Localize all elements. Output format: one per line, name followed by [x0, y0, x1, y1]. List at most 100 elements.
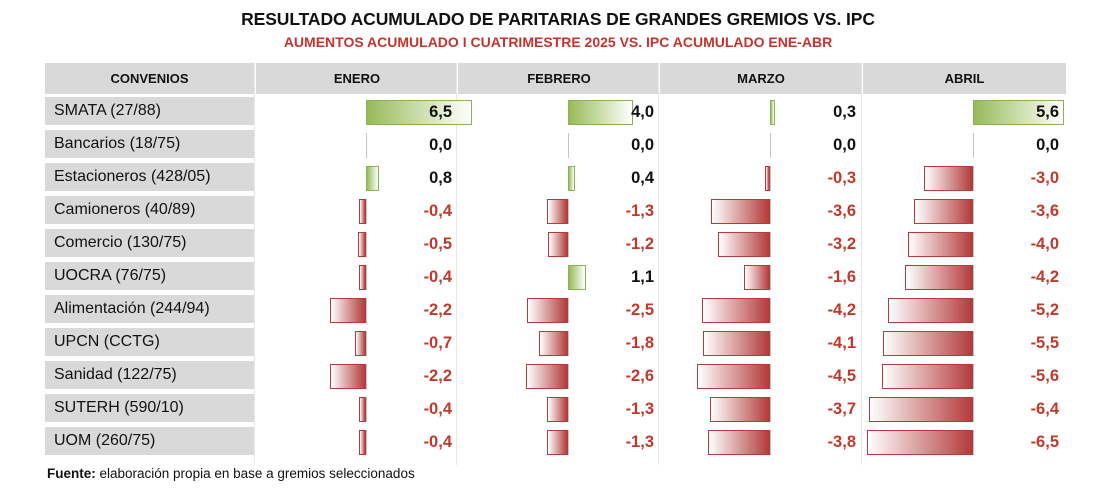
column-separator	[456, 63, 457, 465]
value-label: -1,6	[827, 268, 856, 286]
data-cell: -1,6	[658, 262, 860, 295]
value-label: 6,5	[429, 103, 452, 121]
zero-line	[366, 430, 367, 455]
value-label: -4,5	[827, 367, 856, 385]
data-cell: -3,6	[861, 196, 1063, 229]
negative-bar	[914, 199, 973, 224]
value-label: -3,2	[827, 235, 856, 253]
data-cell: -2,2	[254, 361, 456, 394]
table-row: Sanidad (122/75) -2,2 -2,6 -4,5 -5,6	[45, 361, 1064, 394]
data-cell: -1,2	[456, 229, 658, 262]
zero-line	[568, 199, 569, 224]
data-cell: -2,5	[456, 295, 658, 328]
value-label: -3,7	[827, 400, 856, 418]
value-label: -4,2	[827, 301, 856, 319]
value-label: 4,0	[631, 103, 654, 121]
zero-line	[770, 199, 771, 224]
negative-bar	[538, 331, 568, 356]
column-separator	[254, 63, 255, 465]
negative-bar	[546, 430, 568, 455]
value-label: -0,4	[423, 268, 452, 286]
negative-bar	[883, 331, 973, 356]
value-label: -1,3	[625, 400, 654, 418]
zero-line	[568, 397, 569, 422]
zero-line	[366, 364, 367, 389]
data-cell: -2,2	[254, 295, 456, 328]
zero-line	[973, 133, 974, 158]
data-cell: -3,6	[658, 196, 860, 229]
table-row: UOM (260/75) -0,4 -1,3 -3,8 -6,5	[45, 427, 1064, 460]
row-label: Bancarios (18/75)	[45, 130, 254, 160]
chart-subtitle: AUMENTOS ACUMULADO I CUATRIMESTRE 2025 V…	[283, 34, 833, 50]
value-label: -6,5	[1030, 433, 1059, 451]
negative-bar	[924, 166, 973, 191]
negative-bar	[359, 265, 366, 290]
row-label: Camioneros (40/89)	[45, 196, 254, 226]
zero-line	[770, 430, 771, 455]
header-month-febrero: FEBRERO	[456, 63, 660, 94]
zero-line	[366, 298, 367, 323]
value-label: 0,3	[833, 103, 856, 121]
negative-bar	[546, 199, 568, 224]
value-label: -2,2	[423, 367, 452, 385]
positive-bar	[973, 100, 1065, 125]
negative-bar	[743, 265, 770, 290]
value-label: -1,2	[625, 235, 654, 253]
source-text: elaboración propia en base a gremios sel…	[95, 466, 415, 481]
value-label: 1,1	[631, 268, 654, 286]
data-cell: -4,5	[658, 361, 860, 394]
value-label: -6,4	[1030, 400, 1059, 418]
data-cell: 0,8	[254, 163, 456, 196]
negative-bar	[359, 430, 366, 455]
row-label: Estacioneros (428/05)	[45, 163, 254, 193]
value-label: -3,0	[1030, 169, 1059, 187]
value-label: -5,6	[1030, 367, 1059, 385]
row-label: UOCRA (76/75)	[45, 262, 254, 292]
value-label: -1,3	[625, 202, 654, 220]
positive-bar	[366, 100, 472, 125]
table-row: Bancarios (18/75) 0,0 0,0 0,0 0,0	[45, 130, 1064, 163]
data-cell: -3,7	[658, 394, 860, 427]
header-month-enero: ENERO	[254, 63, 458, 94]
row-label: Alimentación (244/94)	[45, 295, 254, 325]
data-cell: -3,2	[658, 229, 860, 262]
zero-line	[770, 298, 771, 323]
value-label: -0,7	[423, 334, 452, 352]
row-label: Comercio (130/75)	[45, 229, 254, 259]
zero-line	[973, 397, 974, 422]
value-label: 5,6	[1036, 103, 1059, 121]
data-cell: 6,5	[254, 97, 472, 130]
table-row: UOCRA (76/75) -0,4 1,1 -1,6 -4,2	[45, 262, 1064, 295]
value-label: -3,6	[1030, 202, 1059, 220]
source-label: Fuente:	[47, 466, 96, 481]
data-cell: -2,6	[456, 361, 658, 394]
table-row: SMATA (27/88) 6,5 4,0 0,3 5,6	[45, 97, 1065, 130]
value-label: -0,4	[423, 433, 452, 451]
data-cell: 5,6	[861, 97, 1065, 130]
negative-bar	[888, 298, 973, 323]
data-cell: 0,0	[861, 130, 1063, 163]
row-label: UPCN (CCTG)	[45, 328, 254, 358]
value-label: -3,6	[827, 202, 856, 220]
negative-bar	[765, 166, 770, 191]
table-row: UPCN (CCTG) -0,7 -1,8 -4,1 -5,5	[45, 328, 1064, 361]
value-label: 0,0	[429, 136, 452, 154]
zero-line	[973, 232, 974, 257]
data-cell: -5,6	[861, 361, 1063, 394]
data-cell: -5,5	[861, 328, 1063, 361]
negative-bar	[359, 199, 366, 224]
value-label: -1,3	[625, 433, 654, 451]
zero-line	[366, 397, 367, 422]
data-cell: 0,0	[658, 130, 860, 163]
row-label: UOM (260/75)	[45, 427, 254, 457]
zero-line	[366, 331, 367, 356]
zero-line	[770, 364, 771, 389]
negative-bar	[696, 364, 770, 389]
data-cell: -0,4	[254, 262, 456, 295]
value-label: -3,8	[827, 433, 856, 451]
negative-bar	[703, 331, 770, 356]
negative-bar	[717, 232, 770, 257]
zero-line	[568, 133, 569, 158]
data-cell: -4,2	[658, 295, 860, 328]
negative-bar	[359, 397, 366, 422]
